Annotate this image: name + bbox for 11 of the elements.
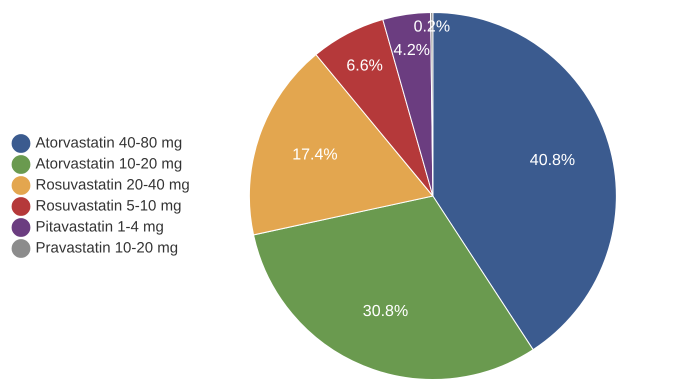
data-label: 30.8% [362, 302, 408, 320]
data-label: 40.8% [530, 152, 576, 169]
legend-label: Atorvastatin 10-20 mg [36, 156, 182, 173]
data-label: 6.6% [346, 57, 383, 74]
legend-label: Rosuvastatin 20-40 mg [36, 176, 190, 194]
data-label: 4.2% [394, 42, 430, 60]
legend-label: Pitavastatin 1-4 mg [36, 218, 164, 236]
legend-label: Atorvastatin 40-80 mg [36, 134, 182, 152]
legend-label: Pravastatin 10-20 mg [36, 240, 178, 257]
legend-label: Rosuvastatin 5-10 mg [36, 198, 182, 215]
data-label: 17.4% [292, 146, 338, 164]
